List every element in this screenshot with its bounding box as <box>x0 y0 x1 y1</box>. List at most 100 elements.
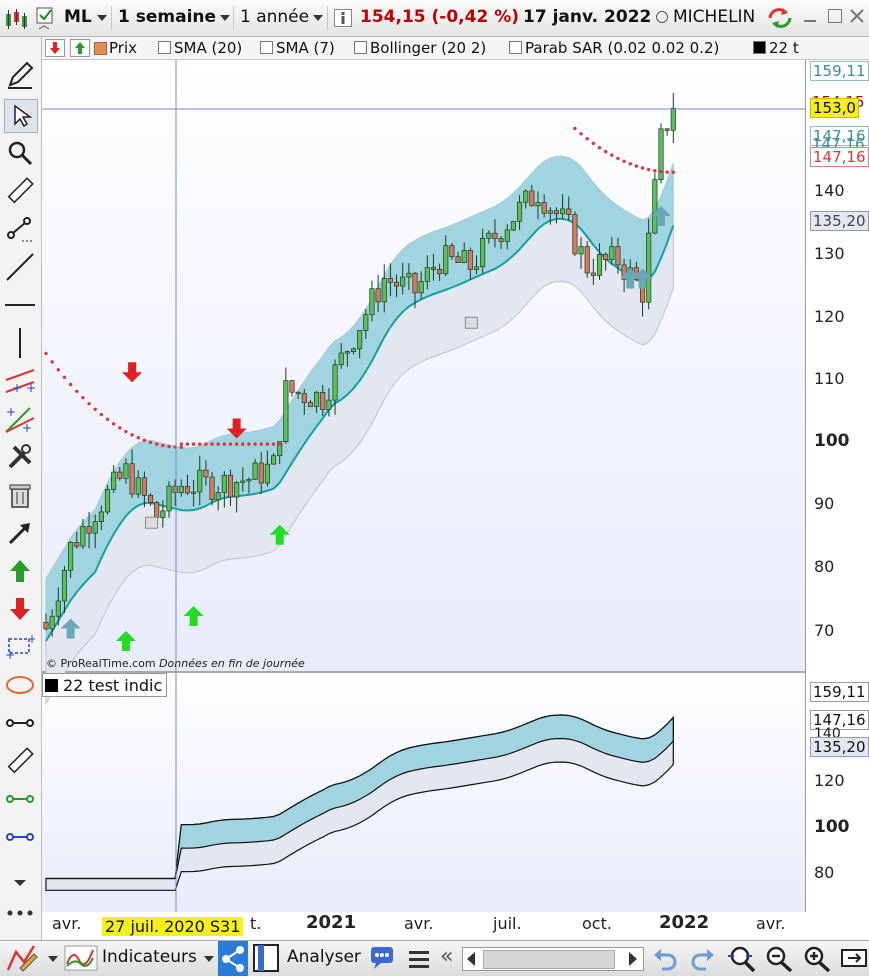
indicator-custom[interactable]: 22 t <box>753 39 799 57</box>
tools-icon[interactable] <box>4 441 36 473</box>
segment-green-icon[interactable] <box>4 783 36 815</box>
minimize-icon[interactable] <box>804 20 816 22</box>
chevron-down-icon[interactable] <box>220 15 230 21</box>
trash-icon[interactable] <box>4 479 36 511</box>
vertical-line-icon[interactable] <box>4 327 36 359</box>
chevron-down-icon[interactable] <box>204 956 214 962</box>
candle <box>283 380 289 442</box>
rewind-icon[interactable]: « <box>440 944 454 969</box>
redo-icon[interactable] <box>690 947 716 971</box>
close-icon[interactable] <box>850 9 864 23</box>
arrow-line-icon[interactable] <box>4 517 36 549</box>
candle <box>670 107 676 131</box>
price-axis[interactable]: 159,11 154,15 153,0 147,16 147,16 147,16… <box>805 60 869 912</box>
sar-dot <box>628 162 632 166</box>
sar-dot <box>81 395 85 400</box>
chart-area[interactable]: © ProRealTime.com Données en fin de jour… <box>42 60 805 912</box>
candle <box>517 201 523 222</box>
scroll-right-icon[interactable] <box>627 951 639 967</box>
period-dropdown[interactable]: 1 semaine <box>118 7 217 27</box>
candle <box>664 128 670 131</box>
up-arrow-icon[interactable] <box>4 555 36 587</box>
share-button[interactable] <box>218 941 248 976</box>
candle <box>160 510 166 518</box>
chevron-down-icon[interactable] <box>4 873 36 893</box>
channel-icon[interactable]: + + <box>4 365 36 397</box>
up-signal-arrow <box>115 631 136 651</box>
menu-icon[interactable] <box>408 949 430 969</box>
settings-icon[interactable] <box>840 946 868 972</box>
down-arrow-icon[interactable] <box>4 593 36 625</box>
segment-blue-icon[interactable] <box>4 821 36 853</box>
analyze-icon[interactable] <box>252 943 280 973</box>
indicators-button[interactable]: Indicateurs <box>102 947 197 967</box>
cursor-icon[interactable] <box>4 99 38 133</box>
more-icon[interactable] <box>4 903 36 923</box>
pencil-icon[interactable] <box>4 59 36 91</box>
range-dropdown[interactable]: 1 année <box>240 7 310 27</box>
sub-panel-label[interactable]: 22 test indic <box>42 673 168 697</box>
candle <box>307 402 314 407</box>
indicator-bollinger[interactable]: Bollinger (20 2) <box>354 39 486 57</box>
x-tick: 2021 <box>306 912 357 933</box>
sar-dot <box>671 170 675 174</box>
radio-icon[interactable] <box>656 11 668 23</box>
candle <box>123 463 129 479</box>
zoom-icon[interactable] <box>4 137 36 169</box>
zoom-fit-icon[interactable] <box>726 944 756 974</box>
price-color-swatch[interactable] <box>94 42 107 55</box>
candle <box>541 202 547 214</box>
zoom-in-icon[interactable] <box>802 944 832 974</box>
indicator-sma20-label: SMA (20) <box>174 39 243 57</box>
candle <box>375 288 381 303</box>
refresh-icon[interactable] <box>766 5 794 31</box>
sar-dot <box>204 442 208 446</box>
y-tick: 120 <box>814 771 845 790</box>
ruler-icon[interactable] <box>4 175 36 207</box>
price-chart[interactable] <box>42 60 805 912</box>
fan-icon[interactable]: + + <box>4 403 36 435</box>
zoom-out-icon[interactable] <box>764 944 794 974</box>
maximize-icon[interactable] <box>828 9 842 23</box>
arrow-down-icon[interactable] <box>45 39 65 57</box>
middle-band-label: 147,16 <box>810 126 869 146</box>
sar-dot <box>161 443 165 448</box>
draw-mode-icon[interactable] <box>6 944 40 972</box>
indicator-price[interactable]: Prix <box>109 39 137 57</box>
checkbox-icon[interactable] <box>36 5 54 33</box>
info-icon[interactable] <box>334 9 352 27</box>
up-signal-arrow <box>651 206 671 226</box>
indicator-sma20[interactable]: SMA (20) <box>158 39 242 57</box>
ruler-icon[interactable] <box>4 745 36 777</box>
scroll-left-icon[interactable] <box>465 951 477 967</box>
scroll-thumb[interactable] <box>483 950 615 969</box>
indicators-icon[interactable] <box>64 944 98 972</box>
chevron-down-icon[interactable] <box>313 15 323 21</box>
segment-black-icon[interactable] <box>4 707 36 739</box>
calendar-icon <box>145 516 159 529</box>
ticker-dropdown[interactable]: ML <box>64 7 92 27</box>
y-tick: 80 <box>814 557 835 576</box>
ellipse-icon[interactable] <box>4 669 36 701</box>
candlestick-chart-icon[interactable] <box>4 8 30 30</box>
indicator-psar[interactable]: Parab SAR (0.02 0.02 0.2) <box>509 39 719 57</box>
sar-dot <box>56 368 60 372</box>
trendline-icon[interactable] <box>4 251 36 283</box>
segment-icon[interactable] <box>4 213 36 245</box>
scrollbar[interactable] <box>462 947 644 971</box>
candle <box>234 482 240 498</box>
x-tick: juil. <box>493 914 522 933</box>
chevron-down-icon[interactable] <box>48 956 58 962</box>
horizontal-line-icon[interactable] <box>4 289 36 321</box>
rectangle-icon[interactable]: + + <box>4 631 36 663</box>
price-change: 154,15 (-0,42 %) <box>360 7 520 27</box>
candle <box>326 399 332 410</box>
indicator-sma7[interactable]: SMA (7) <box>260 39 335 57</box>
chat-icon[interactable] <box>370 945 396 971</box>
undo-icon[interactable] <box>652 947 678 971</box>
analyze-button[interactable]: Analyser <box>287 947 361 967</box>
arrow-up-icon[interactable] <box>70 39 90 57</box>
sar-dot <box>50 360 54 364</box>
candle <box>141 477 147 496</box>
chevron-down-icon[interactable] <box>97 15 107 21</box>
